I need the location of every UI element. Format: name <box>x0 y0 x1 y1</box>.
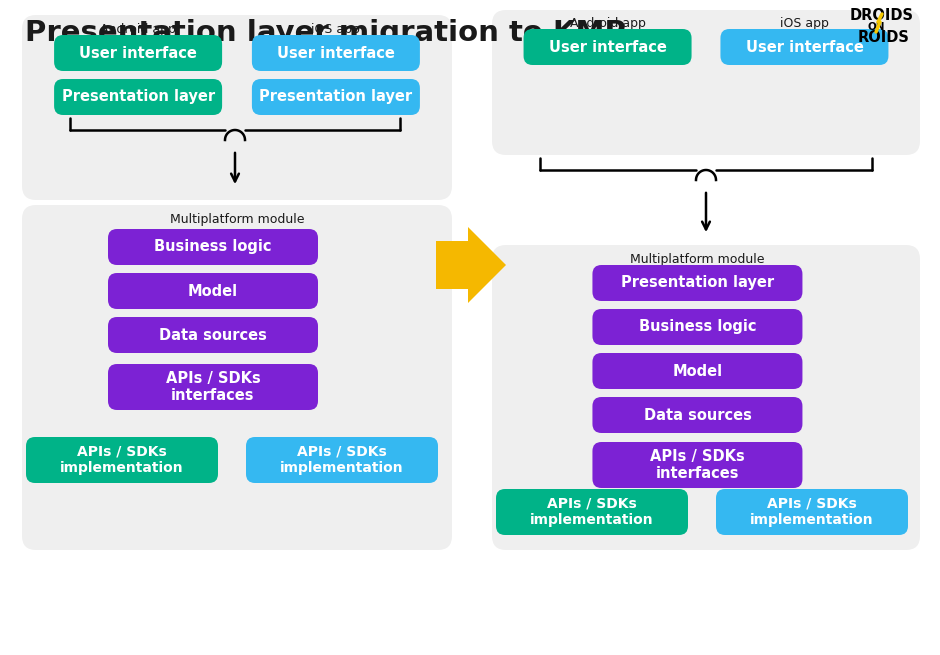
FancyBboxPatch shape <box>492 245 920 550</box>
Text: APIs / SDKs
implementation: APIs / SDKs implementation <box>750 497 874 527</box>
FancyBboxPatch shape <box>252 79 420 115</box>
Text: iOS app: iOS app <box>780 16 829 29</box>
FancyBboxPatch shape <box>492 10 920 155</box>
Text: User interface: User interface <box>549 39 666 54</box>
Text: APIs / SDKs
interfaces: APIs / SDKs interfaces <box>165 371 260 403</box>
Text: Data sources: Data sources <box>644 407 751 422</box>
FancyBboxPatch shape <box>246 437 438 483</box>
Text: APIs / SDKs
interfaces: APIs / SDKs interfaces <box>650 449 744 481</box>
FancyBboxPatch shape <box>55 79 222 115</box>
Text: Android app: Android app <box>101 24 176 37</box>
Text: Data sources: Data sources <box>159 328 267 343</box>
FancyArrow shape <box>436 227 506 303</box>
FancyBboxPatch shape <box>524 29 692 65</box>
FancyBboxPatch shape <box>592 353 803 389</box>
Text: User interface: User interface <box>277 45 395 60</box>
FancyBboxPatch shape <box>592 265 803 301</box>
FancyBboxPatch shape <box>592 309 803 345</box>
FancyBboxPatch shape <box>22 205 452 550</box>
Text: User interface: User interface <box>745 39 863 54</box>
Text: DROIDS: DROIDS <box>850 7 914 22</box>
Text: Multiplatform module: Multiplatform module <box>170 214 305 227</box>
Text: User interface: User interface <box>79 45 197 60</box>
FancyBboxPatch shape <box>55 35 222 71</box>
Text: Multiplatform module: Multiplatform module <box>630 253 765 267</box>
FancyBboxPatch shape <box>108 364 318 410</box>
FancyBboxPatch shape <box>108 229 318 265</box>
Text: Business logic: Business logic <box>638 320 756 335</box>
FancyBboxPatch shape <box>592 442 803 488</box>
FancyBboxPatch shape <box>108 317 318 353</box>
FancyBboxPatch shape <box>252 35 420 71</box>
Text: Android app: Android app <box>570 16 646 29</box>
Text: Model: Model <box>672 364 723 379</box>
Text: ON: ON <box>868 22 885 32</box>
Text: Model: Model <box>188 284 238 299</box>
Text: Presentation layer: Presentation layer <box>621 276 774 291</box>
FancyBboxPatch shape <box>22 15 452 200</box>
Text: APIs / SDKs
implementation: APIs / SDKs implementation <box>530 497 654 527</box>
FancyBboxPatch shape <box>716 489 908 535</box>
Text: Presentation layer: Presentation layer <box>61 90 214 105</box>
Text: Business logic: Business logic <box>154 240 272 255</box>
FancyBboxPatch shape <box>496 489 688 535</box>
Text: Presentation layer: Presentation layer <box>259 90 413 105</box>
Text: ROIDS: ROIDS <box>858 29 910 45</box>
Text: APIs / SDKs
implementation: APIs / SDKs implementation <box>60 445 184 475</box>
FancyBboxPatch shape <box>720 29 888 65</box>
Text: APIs / SDKs
implementation: APIs / SDKs implementation <box>280 445 404 475</box>
FancyBboxPatch shape <box>26 437 218 483</box>
FancyBboxPatch shape <box>592 397 803 433</box>
Text: Presentation layer migration to KMP: Presentation layer migration to KMP <box>25 19 626 47</box>
Text: iOS app: iOS app <box>311 24 360 37</box>
FancyBboxPatch shape <box>108 273 318 309</box>
